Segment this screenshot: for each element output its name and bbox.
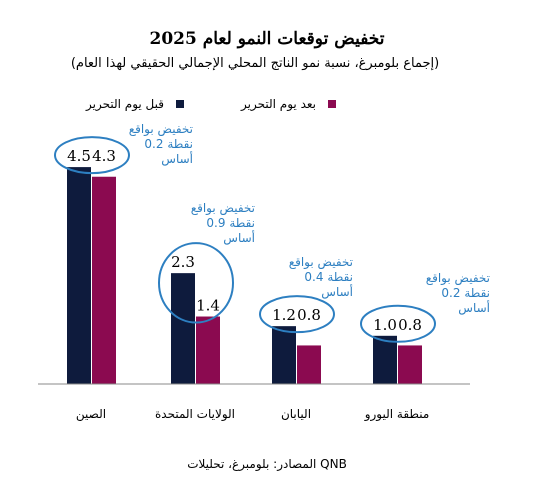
highlight-ellipse-0 [54,136,130,175]
bar-before-0 [67,167,91,384]
annotation-0-line-1: 0.2 نقطة [144,137,193,151]
value-label-before-2: 1.2 [272,306,296,324]
annotation-0-line-0: تخفيض بواقع [129,122,193,137]
category-label-0: الصين [76,407,106,422]
bars-layer [67,167,422,384]
value-label-after-0: 4.3 [92,147,116,165]
bar-before-1 [171,273,195,384]
category-label-1: الولايات المتحدة [155,407,235,422]
annotation-1-line-1: 0.9 نقطة [206,216,255,230]
annotation-0-line-2: أساس [161,151,193,167]
bar-before-3 [373,335,397,384]
value-label-before-1: 2.3 [171,253,195,271]
annotation-2-line-1: 0.4 نقطة [304,270,353,284]
bar-after-0 [92,176,116,384]
annotation-2-line-2: أساس [321,284,353,300]
chart-subtitle: (إجماع بلومبرغ، نسبة نمو الناتج المحلي ا… [71,56,439,71]
annotation-3-line-0: تخفيض بواقع [426,271,490,286]
annotation-3-line-2: أساس [458,300,490,316]
legend-label-before: قبل يوم التحرير [85,97,164,112]
legend-swatch-after [328,100,336,108]
legend-label-after: بعد يوم التحرير [240,97,316,112]
source-note: المصادر: بلومبرغ، تحليلات QNB [187,457,347,472]
value-label-after-2: 0.8 [297,306,321,324]
bar-after-3 [398,345,422,384]
legend-swatch-before [176,100,184,108]
highlight-ellipse-2 [259,295,335,334]
annotation-2-line-0: تخفيض بواقع [289,255,353,270]
category-label-2: اليابان [281,407,311,421]
annotation-1-line-2: أساس [223,230,255,246]
bar-after-1 [196,316,220,384]
value-label-before-0: 4.5 [67,147,91,165]
annotation-3-line-1: 0.2 نقطة [441,286,490,300]
value-label-after-3: 0.8 [398,316,422,334]
annotation-1-line-0: تخفيض بواقع [191,201,255,216]
chart-title: تخفيض توقعات النمو لعام 2025 [149,29,384,49]
value-label-after-1: 1.4 [196,297,220,315]
value-label-before-3: 1.0 [373,316,397,334]
category-label-3: منطقة اليورو [364,407,430,422]
bar-after-2 [297,345,321,384]
highlight-ellipse-1 [158,242,234,324]
highlight-ellipse-3 [360,304,436,343]
bar-before-2 [272,326,296,384]
